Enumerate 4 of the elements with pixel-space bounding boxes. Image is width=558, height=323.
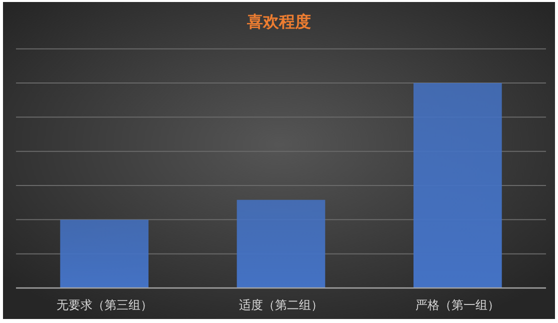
x-tick-label: 无要求（第三组） (56, 298, 152, 312)
chart-title: 喜欢程度 (246, 12, 311, 31)
x-tick-label: 适度（第二组） (239, 298, 323, 312)
x-tick-label: 严格（第一组） (416, 298, 500, 312)
